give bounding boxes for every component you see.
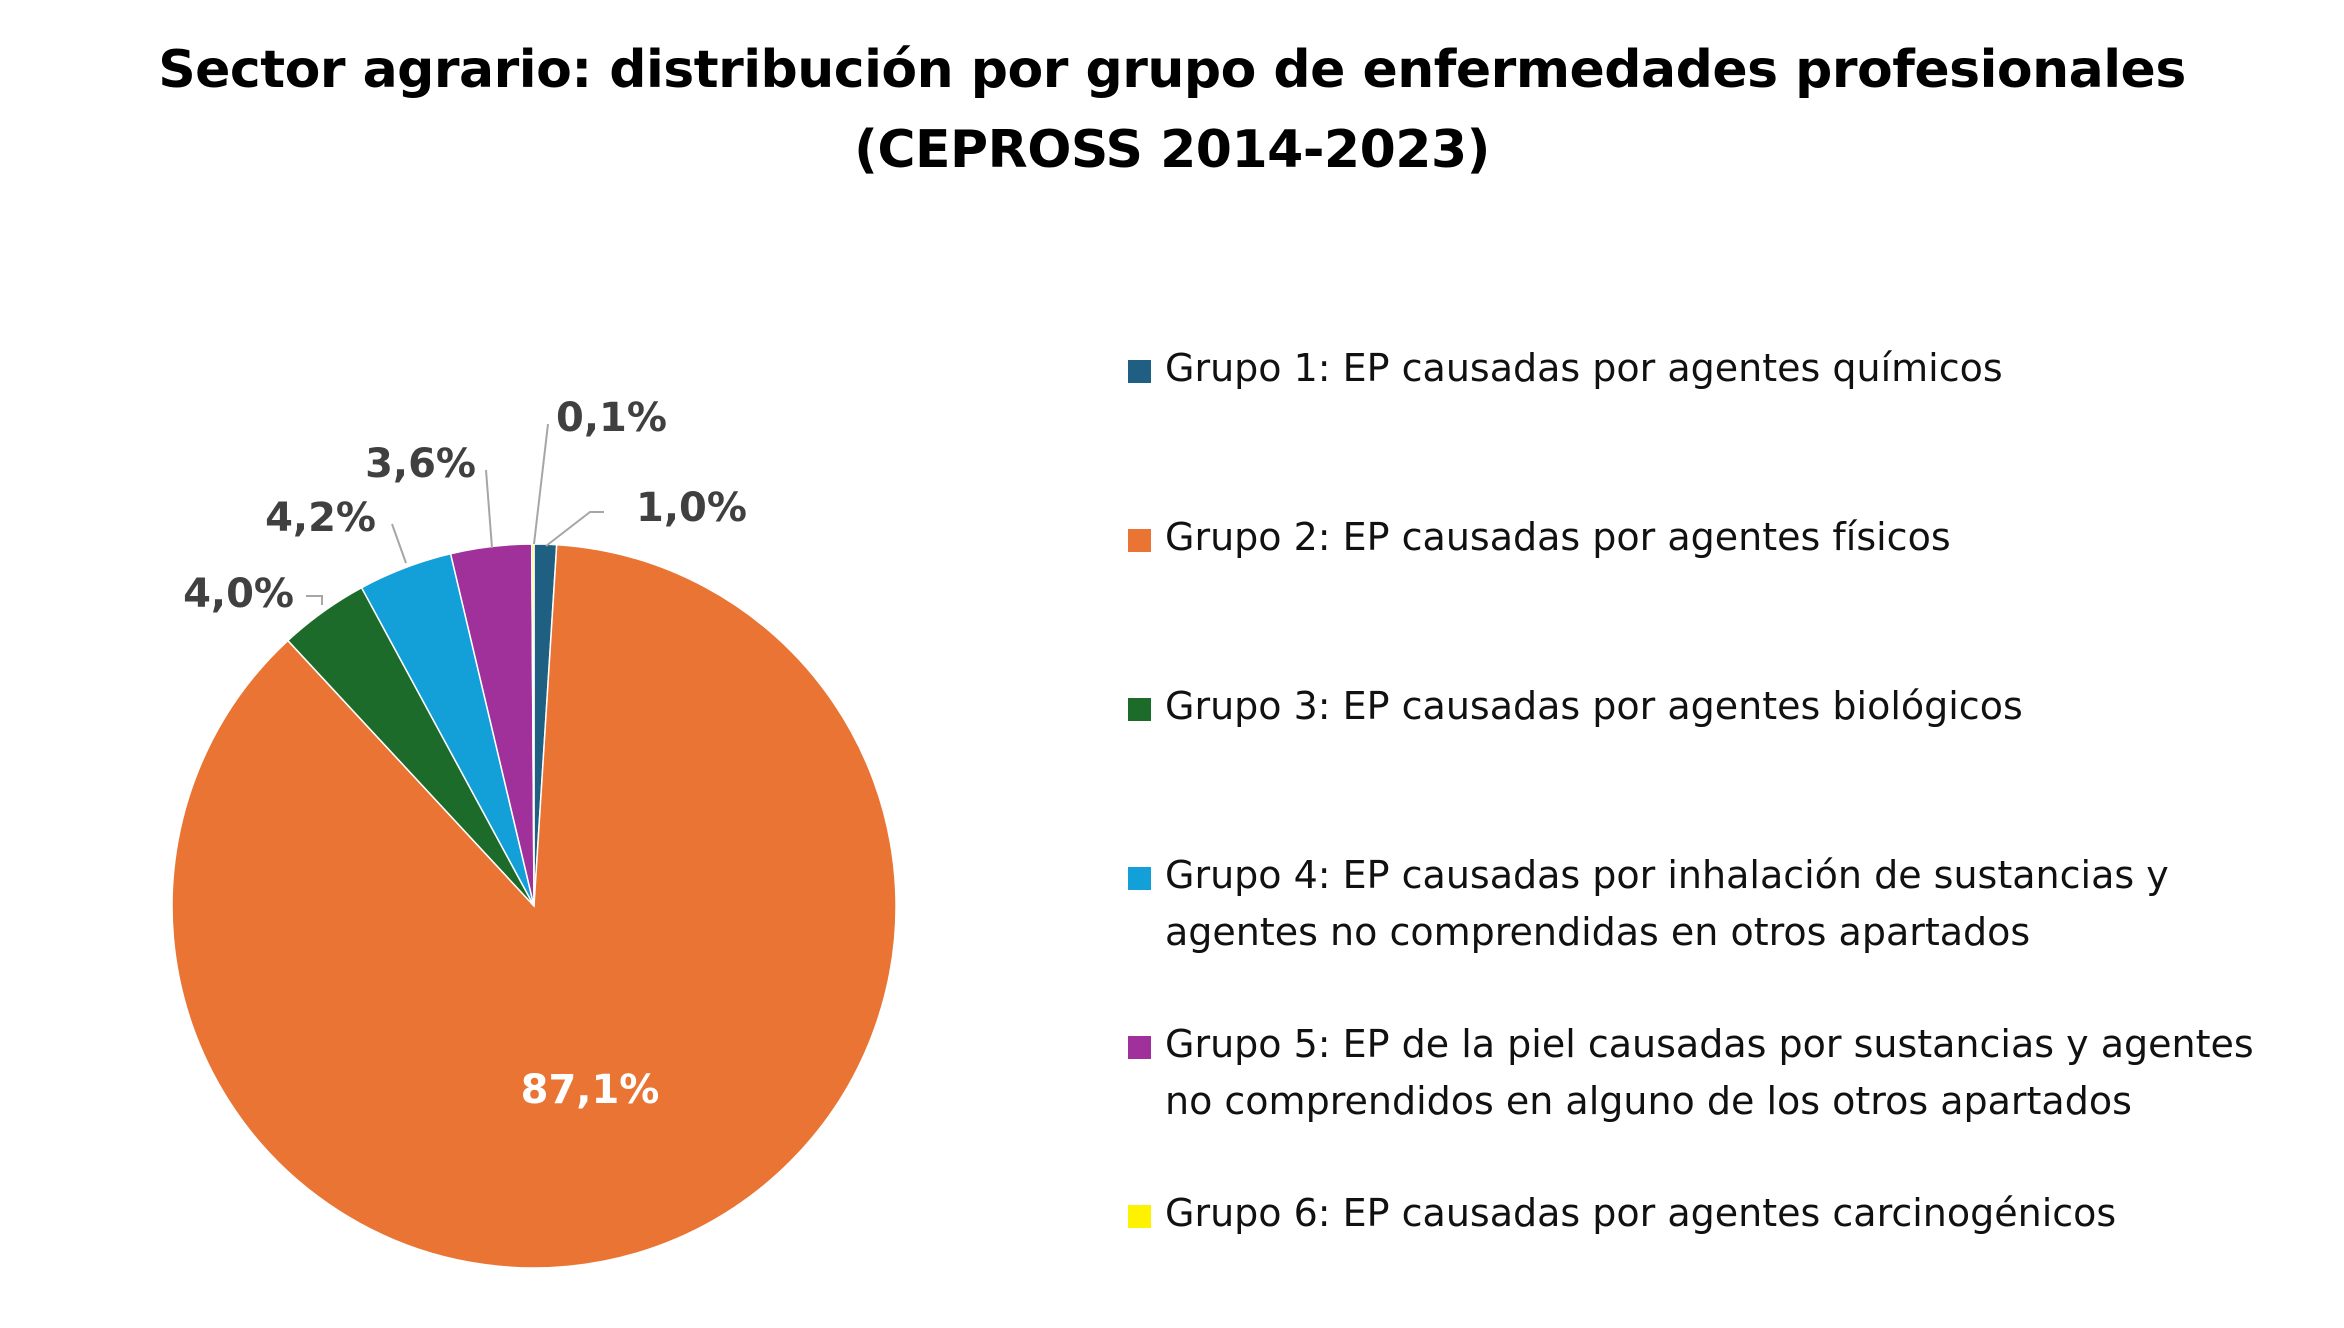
pie-data-labels: 1,0% 87,1% 4,0% 4,2% 3,6% 0,1% bbox=[183, 395, 747, 1113]
legend-item-grupo-2: Grupo 2: EP causadas por agentes físicos bbox=[1128, 509, 2305, 566]
legend-label: Grupo 2: EP causadas por agentes físicos bbox=[1165, 515, 1951, 559]
data-label-grupo-2: 87,1% bbox=[521, 1067, 660, 1113]
legend-label: Grupo 3: EP causadas por agentes biológi… bbox=[1165, 684, 2023, 728]
data-label-grupo-1: 1,0% bbox=[636, 485, 747, 531]
legend-swatch bbox=[1128, 529, 1151, 552]
leader-line-grupo-4 bbox=[391, 523, 407, 564]
leader-line-grupo-6 bbox=[533, 423, 549, 545]
leader-line-grupo-5 bbox=[485, 469, 493, 549]
leader-line-grupo-1 bbox=[545, 511, 604, 547]
legend-item-grupo-6: Grupo 6: EP causadas por agentes carcino… bbox=[1128, 1185, 2305, 1242]
chart-title: Sector agrario: distribución por grupo d… bbox=[0, 30, 2344, 190]
legend-label: Grupo 1: EP causadas por agentes químico… bbox=[1165, 346, 2003, 390]
data-label-grupo-3: 4,0% bbox=[183, 571, 294, 617]
legend-label: Grupo 6: EP causadas por agentes carcino… bbox=[1165, 1191, 2117, 1235]
data-label-grupo-5: 3,6% bbox=[365, 441, 476, 487]
legend-label: Grupo 4: EP causadas por inhalación de s… bbox=[1165, 853, 2169, 954]
legend-label: Grupo 5: EP de la piel causadas por sust… bbox=[1165, 1022, 2254, 1123]
chart-title-line-2: (CEPROSS 2014-2023) bbox=[854, 120, 1490, 180]
legend-swatch bbox=[1128, 360, 1151, 383]
legend-item-grupo-4: Grupo 4: EP causadas por inhalación de s… bbox=[1128, 847, 2305, 961]
pie-slices bbox=[171, 543, 897, 1269]
chart-title-line-1: Sector agrario: distribución por grupo d… bbox=[158, 40, 2186, 100]
legend-item-grupo-3: Grupo 3: EP causadas por agentes biológi… bbox=[1128, 678, 2305, 735]
leader-line-grupo-3 bbox=[306, 595, 323, 605]
data-label-grupo-6: 0,1% bbox=[556, 395, 667, 441]
pie-leader-lines bbox=[306, 423, 604, 605]
legend-swatch bbox=[1128, 698, 1151, 721]
data-label-grupo-4: 4,2% bbox=[265, 495, 376, 541]
pie-slice-grupo-2 bbox=[171, 543, 897, 1269]
legend-swatch bbox=[1128, 1205, 1151, 1228]
legend-item-grupo-5: Grupo 5: EP de la piel causadas por sust… bbox=[1128, 1016, 2305, 1130]
legend-swatch bbox=[1128, 867, 1151, 890]
pie-slice-grupo-6 bbox=[530, 543, 535, 907]
legend-swatch bbox=[1128, 1036, 1151, 1059]
legend-item-grupo-1: Grupo 1: EP causadas por agentes químico… bbox=[1128, 340, 2305, 397]
